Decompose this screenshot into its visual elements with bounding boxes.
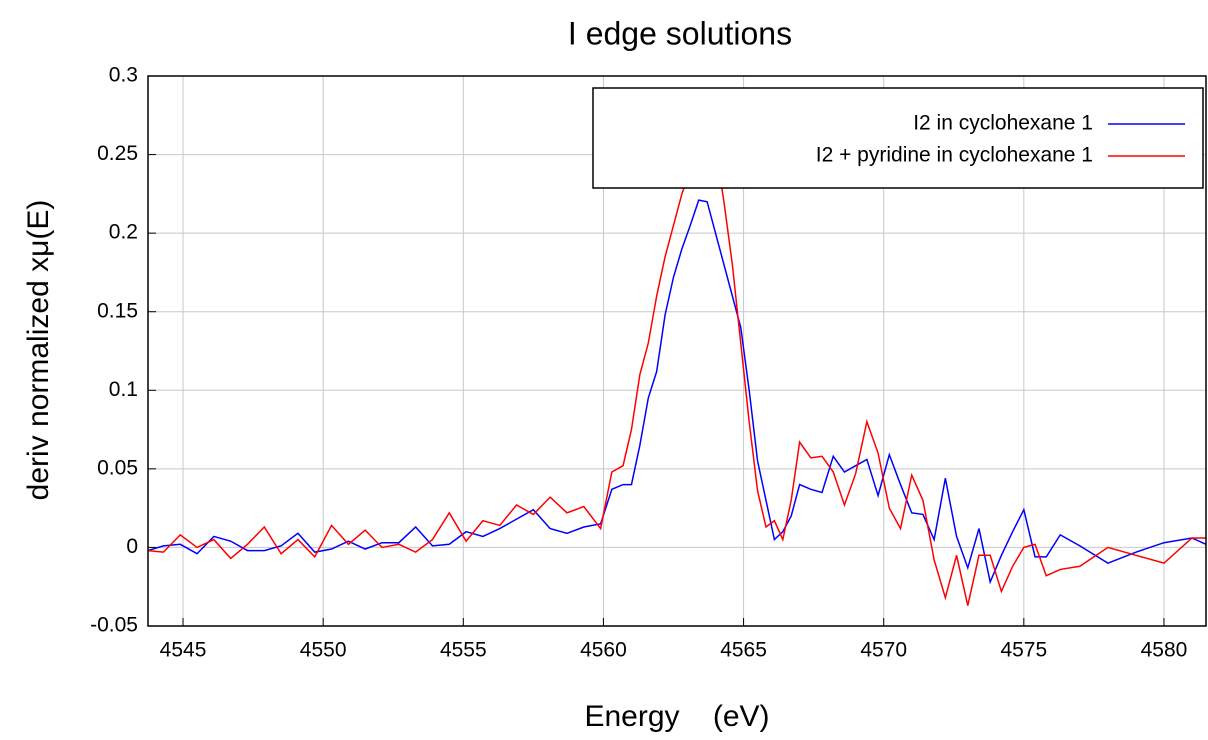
legend-label: I2 + pyridine in cyclohexane 1 <box>816 144 1093 167</box>
x-tick-label: 4580 <box>1141 639 1188 662</box>
chart-title: I edge solutions <box>568 15 792 51</box>
y-tick-label: 0.3 <box>109 64 138 87</box>
x-tick-label: 4555 <box>440 639 487 662</box>
x-tick-label: 4550 <box>300 639 347 662</box>
y-tick-label: 0.05 <box>97 456 138 479</box>
x-axis-label: Energy (eV) <box>584 700 769 733</box>
y-axis-label: deriv normalized xμ(E) <box>22 200 55 501</box>
y-tick-label: 0.1 <box>109 378 138 401</box>
x-tick-label: 4560 <box>580 639 627 662</box>
y-tick-label: -0.05 <box>90 614 138 637</box>
x-tick-label: 4575 <box>1000 639 1047 662</box>
x-tick-label: 4570 <box>860 639 907 662</box>
y-tick-label: 0 <box>126 535 138 558</box>
legend-box <box>592 87 1204 189</box>
series-line <box>147 199 1207 585</box>
legend-label: I2 in cyclohexane 1 <box>913 112 1093 135</box>
y-tick-label: 0.2 <box>109 221 138 244</box>
x-tick-label: 4545 <box>160 639 207 662</box>
y-tick-label: 0.15 <box>97 299 138 322</box>
x-tick-label: 4565 <box>720 639 767 662</box>
y-tick-label: 0.25 <box>97 142 138 165</box>
plot-frame <box>147 75 1207 627</box>
